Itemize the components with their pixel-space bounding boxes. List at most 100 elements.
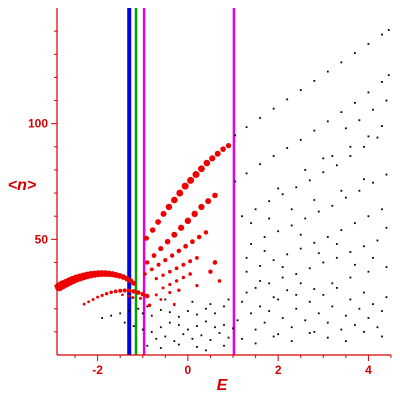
data-point — [259, 116, 262, 119]
data-point — [372, 303, 374, 306]
data-point — [290, 208, 293, 211]
data-point — [203, 159, 211, 167]
data-point — [131, 280, 137, 286]
data-point — [344, 127, 347, 130]
data-point — [385, 226, 388, 229]
data-point — [295, 307, 298, 310]
data-point — [218, 332, 221, 334]
data-point — [234, 180, 237, 183]
data-point — [91, 297, 95, 301]
ticks: -2 0 2 4 50 100 — [28, 30, 392, 377]
data-point — [209, 339, 212, 341]
data-point — [353, 52, 356, 55]
data-point — [143, 272, 147, 276]
data-point — [178, 224, 185, 231]
data-point — [268, 310, 271, 312]
data-point — [363, 245, 365, 248]
data-point — [212, 260, 218, 265]
data-point — [143, 235, 149, 241]
data-point — [281, 317, 284, 319]
data-point — [254, 287, 257, 289]
data-point — [272, 296, 275, 299]
data-point — [385, 99, 388, 102]
data-point — [349, 155, 352, 157]
data-point — [304, 319, 307, 322]
data-point — [367, 42, 370, 45]
data-point — [272, 155, 275, 157]
data-point — [159, 347, 162, 349]
data-point — [281, 276, 284, 279]
data-point — [277, 187, 280, 190]
data-point — [234, 134, 237, 137]
data-point — [187, 176, 195, 184]
data-point — [205, 349, 207, 352]
data-point — [186, 328, 189, 331]
data-point — [109, 290, 113, 295]
data-point — [381, 81, 383, 83]
data-point — [299, 138, 302, 141]
data-point — [123, 321, 126, 324]
data-point — [217, 279, 222, 283]
data-point — [259, 280, 262, 282]
data-point — [381, 208, 383, 211]
data-point — [100, 293, 104, 297]
data-point — [168, 311, 171, 314]
data-point — [295, 293, 298, 296]
data-point — [381, 335, 383, 338]
data-point — [335, 243, 338, 245]
data-point — [168, 269, 172, 274]
data-point — [349, 145, 352, 148]
data-point — [191, 210, 198, 218]
y-tick-label: 100 — [28, 117, 48, 131]
data-point — [245, 172, 248, 175]
data-point — [139, 296, 142, 300]
data-point — [145, 260, 150, 265]
data-point — [385, 173, 388, 176]
data-point — [304, 217, 307, 220]
data-point — [277, 298, 280, 301]
data-point — [195, 284, 199, 288]
data-point — [143, 293, 147, 297]
data-point — [241, 215, 243, 218]
data-point — [299, 282, 302, 285]
data-point — [203, 230, 209, 235]
data-point — [335, 164, 338, 167]
data-point — [308, 179, 311, 182]
data-point — [272, 259, 275, 262]
data-point — [87, 300, 90, 304]
data-point — [169, 253, 175, 258]
data-point — [326, 70, 329, 73]
data-point — [299, 247, 302, 250]
data-point — [363, 178, 365, 181]
data-point — [313, 288, 316, 290]
data-point — [259, 163, 262, 166]
data-point — [209, 155, 216, 162]
data-point — [132, 325, 135, 327]
data-point — [322, 157, 325, 160]
data-point — [367, 91, 370, 94]
data-point — [286, 147, 289, 149]
data-point — [245, 256, 248, 259]
data-point — [331, 305, 334, 308]
data-point — [349, 298, 352, 301]
data-point — [164, 298, 167, 301]
data-point — [174, 279, 179, 283]
data-point — [192, 171, 200, 179]
data-point — [137, 307, 140, 310]
data-point — [168, 282, 172, 287]
data-point — [272, 335, 275, 338]
data-point — [171, 196, 178, 204]
data-point — [150, 330, 153, 333]
data-point — [159, 326, 162, 329]
data-point — [353, 222, 356, 225]
data-point — [225, 143, 232, 149]
data-point — [295, 186, 298, 189]
data-point — [168, 290, 172, 295]
data-point — [358, 307, 361, 310]
y-tick-label: 50 — [35, 232, 49, 246]
data-point — [208, 269, 213, 274]
data-point — [385, 266, 388, 268]
data-point — [150, 314, 153, 317]
data-point — [196, 234, 202, 240]
data-point — [281, 193, 284, 196]
